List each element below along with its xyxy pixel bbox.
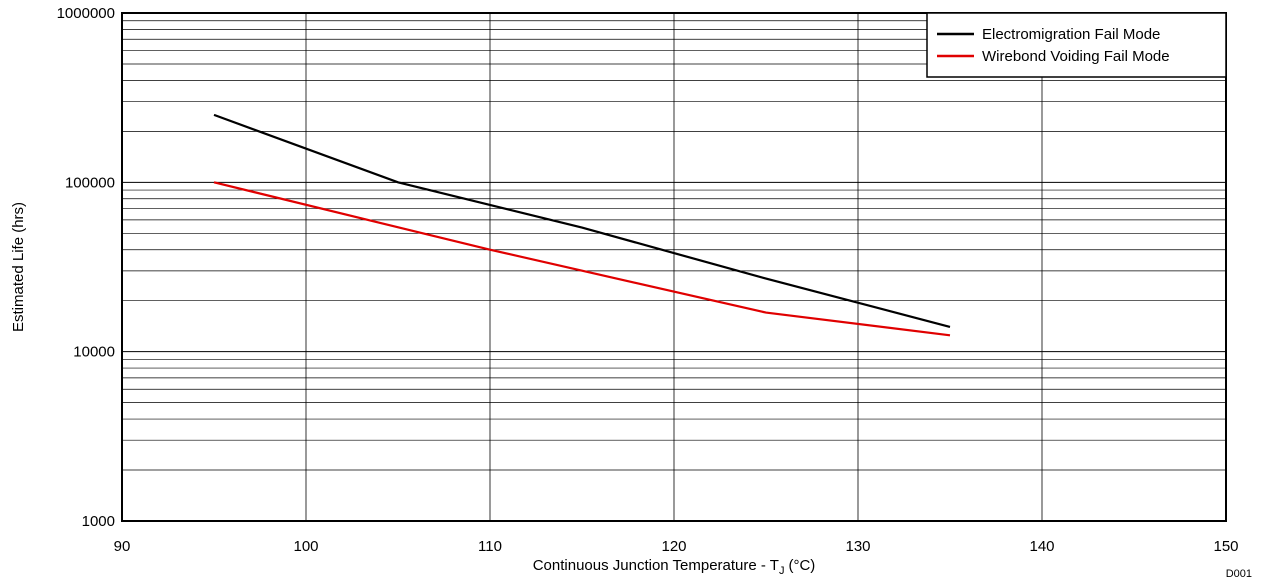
x-tick-label: 100 <box>293 538 318 555</box>
x-axis-label: Continuous Junction Temperature - TJ (°C) <box>533 557 816 577</box>
x-tick-label: 140 <box>1029 538 1054 555</box>
x-tick-label: 130 <box>845 538 870 555</box>
x-tick-label: 150 <box>1213 538 1238 555</box>
x-tick-labels: 90 100 110 120 130 140 150 <box>114 538 1239 555</box>
series-line-2 <box>213 181 951 337</box>
x-axis-label-main: Continuous Junction Temperature - T <box>533 557 779 574</box>
y-axis-label: Estimated Life (hrs) <box>10 202 27 332</box>
x-tick-label: 120 <box>661 538 686 555</box>
figure-id: D001 <box>1226 568 1252 580</box>
x-tick-label: 110 <box>478 538 502 555</box>
figure-id-label: D001 <box>1226 568 1252 580</box>
y-tick-label: 1000000 <box>57 5 115 22</box>
y-tick-label: 1000 <box>82 513 115 530</box>
y-tick-label: 10000 <box>73 344 115 361</box>
y-tick-label: 100000 <box>65 174 115 191</box>
x-tick-label: 90 <box>114 538 131 555</box>
series-lines <box>213 113 951 337</box>
series-line-1 <box>213 113 951 328</box>
legend: Electromigration Fail Mode Wirebond Voidi… <box>926 12 1227 78</box>
plot-frame <box>121 12 1227 522</box>
x-axis-label-unit: (°C) <box>788 557 815 574</box>
legend-label-1: Electromigration Fail Mode <box>982 26 1160 43</box>
legend-box <box>926 12 1227 78</box>
legend-label-2: Wirebond Voiding Fail Mode <box>982 48 1170 65</box>
grid-lines <box>122 13 1226 521</box>
x-axis-label-subscript: J <box>779 565 785 577</box>
y-tick-labels: 1000 10000 100000 1000000 <box>57 5 115 530</box>
